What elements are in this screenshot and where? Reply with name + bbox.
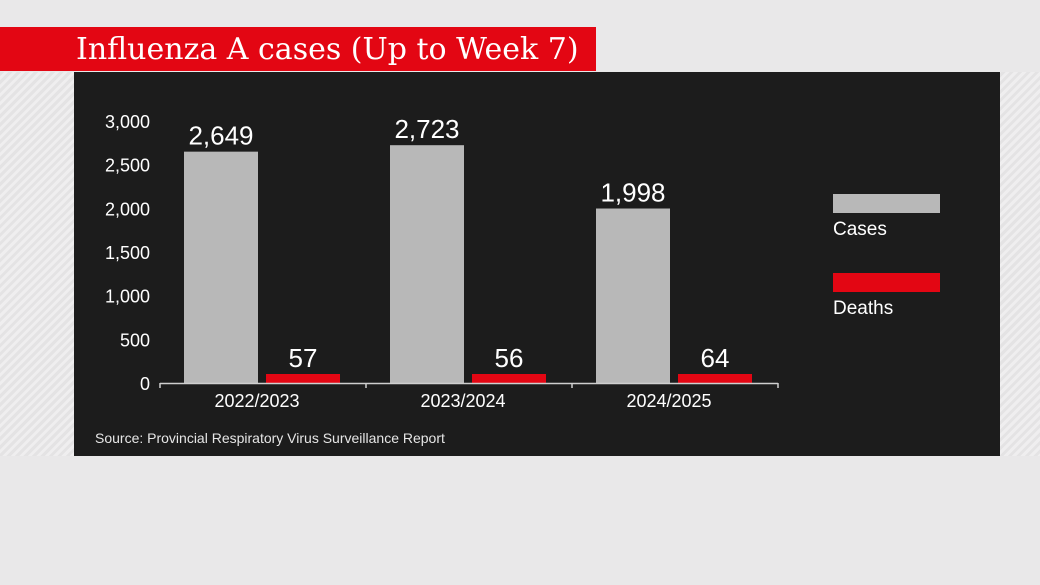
y-tick-label: 1,000 bbox=[105, 287, 150, 307]
y-tick-label: 2,500 bbox=[105, 156, 150, 176]
bar-deaths-0 bbox=[266, 374, 340, 383]
data-label-cases-0: 2,649 bbox=[188, 121, 253, 151]
legend-swatch-cases bbox=[833, 194, 940, 213]
bar-cases-2 bbox=[596, 208, 670, 383]
legend-label-cases: Cases bbox=[833, 219, 887, 240]
x-axis: 2022/2023 2023/2024 2024/2025 bbox=[159, 382, 779, 411]
y-axis-ticks: 0 500 1,000 1,500 2,000 2,500 3,000 bbox=[105, 112, 150, 394]
x-tick-label: 2023/2024 bbox=[420, 391, 505, 411]
data-label-deaths-1: 56 bbox=[495, 343, 524, 373]
chart-title: Influenza A cases (Up to Week 7) bbox=[76, 32, 579, 67]
bar-cases-1 bbox=[390, 145, 464, 383]
y-tick-label: 500 bbox=[120, 330, 150, 350]
x-tick-label: 2024/2025 bbox=[626, 391, 711, 411]
legend-label-deaths: Deaths bbox=[833, 298, 894, 319]
legend-swatch-deaths bbox=[833, 273, 940, 292]
data-label-cases-2: 1,998 bbox=[600, 178, 665, 208]
bars: 2,649 57 2,723 56 1,998 64 bbox=[184, 114, 752, 383]
data-label-cases-1: 2,723 bbox=[394, 114, 459, 144]
source-note: Source: Provincial Respiratory Virus Sur… bbox=[95, 430, 445, 446]
y-tick-label: 0 bbox=[140, 374, 150, 394]
bar-cases-0 bbox=[184, 151, 258, 383]
x-tick-label: 2022/2023 bbox=[214, 391, 299, 411]
title-bar bbox=[0, 27, 596, 71]
y-tick-label: 3,000 bbox=[105, 112, 150, 132]
data-label-deaths-2: 64 bbox=[701, 343, 730, 373]
bar-deaths-2 bbox=[678, 374, 752, 383]
data-label-deaths-0: 57 bbox=[289, 343, 318, 373]
y-tick-label: 2,000 bbox=[105, 199, 150, 219]
y-tick-label: 1,500 bbox=[105, 243, 150, 263]
bar-deaths-1 bbox=[472, 374, 546, 383]
